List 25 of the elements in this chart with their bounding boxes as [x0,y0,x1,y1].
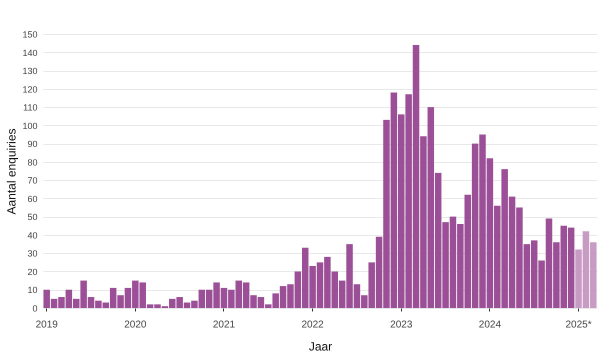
x-tick-label: 2019 [36,320,58,330]
y-tick-label: 130 [22,66,38,76]
x-axis-title: Jaar [308,340,332,354]
y-tick-label: 10 [27,285,38,296]
y-tick-label: 50 [27,212,38,222]
x-tick-label: 2023 [390,320,413,330]
y-tick-label: 30 [27,248,38,259]
y-tick-label: 40 [27,230,38,240]
y-tick-label: 20 [27,266,38,277]
x-tick-label: 2025* [565,320,592,330]
x-tick-label: 2022 [301,320,324,330]
x-tick-label: 2024 [478,320,502,330]
y-tick-label: 0 [32,304,38,314]
y-tick-label: 140 [22,48,38,58]
y-axis-title: Aantal enquiries [4,128,18,215]
y-tick-label: 100 [22,120,38,131]
y-tick-label: 80 [27,157,38,168]
y-tick-label: 90 [27,139,38,150]
y-tick-label: 120 [22,84,38,94]
y-tick-label: 110 [23,102,38,113]
y-tick-label: 150 [22,30,38,40]
x-tick-label: 2021 [212,320,236,330]
y-tick-label: 60 [27,194,38,204]
x-tick-label: 2020 [124,320,147,330]
y-tick-label: 70 [27,176,38,186]
